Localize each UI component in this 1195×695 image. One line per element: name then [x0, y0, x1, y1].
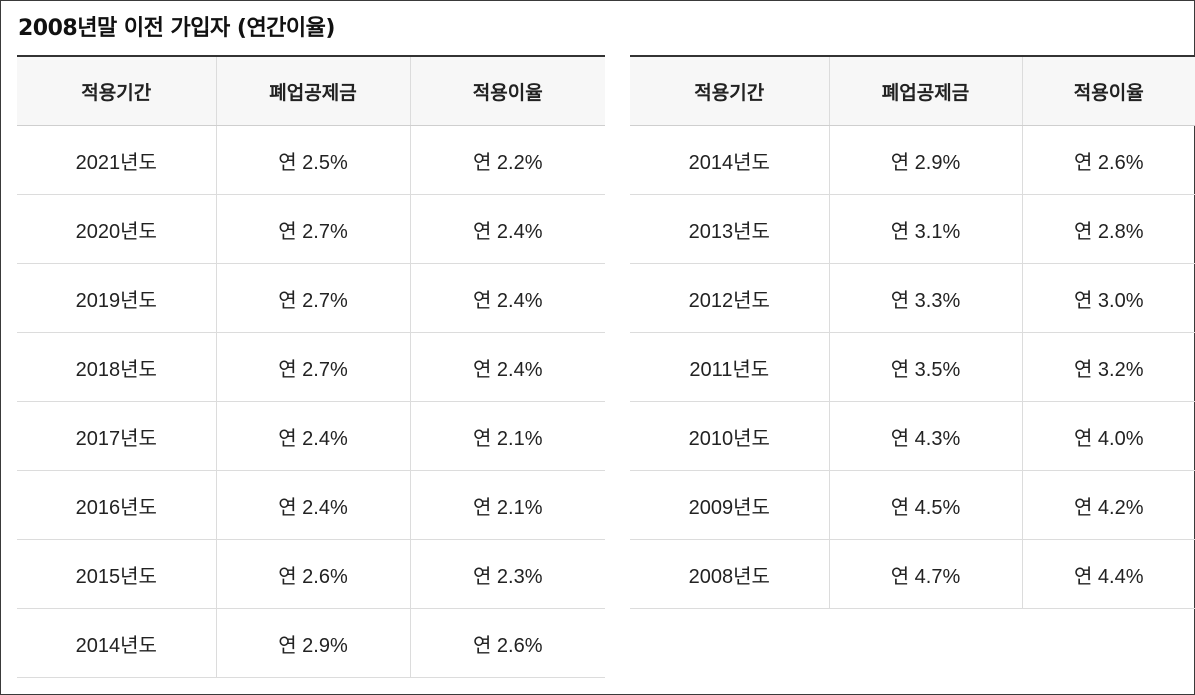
table-row: 2010년도 연 4.3% 연 4.0%: [630, 401, 1195, 471]
cell-applied-rate: 연 2.1%: [410, 401, 605, 471]
table-row: 2018년도 연 2.7% 연 2.4%: [17, 332, 605, 402]
cell-period: 2020년도: [17, 194, 217, 264]
cell-period: 2009년도: [630, 470, 830, 540]
header-applied-rate: 적용이율: [1022, 56, 1195, 126]
cell-applied-rate: 연 2.3%: [410, 539, 605, 609]
cell-closure-benefit: 연 2.6%: [216, 539, 411, 609]
cell-closure-benefit: 연 4.5%: [829, 470, 1023, 540]
table-row: 2019년도 연 2.7% 연 2.4%: [17, 263, 605, 333]
table-row: 2009년도 연 4.5% 연 4.2%: [630, 470, 1195, 540]
cell-period: 2014년도: [17, 608, 217, 678]
page-title: 2008년말 이전 가입자 (연간이율): [18, 16, 335, 41]
cell-period: 2010년도: [630, 401, 830, 471]
header-applied-rate: 적용이율: [410, 56, 605, 126]
header-closure-benefit: 폐업공제금: [216, 56, 411, 126]
table-row: 2012년도 연 3.3% 연 3.0%: [630, 263, 1195, 333]
cell-closure-benefit: 연 2.7%: [216, 194, 411, 264]
table-header-row: 적용기간 폐업공제금 적용이율: [630, 56, 1195, 126]
cell-applied-rate: 연 2.4%: [410, 263, 605, 333]
table-row: 2021년도 연 2.5% 연 2.2%: [17, 125, 605, 195]
table-row: 2016년도 연 2.4% 연 2.1%: [17, 470, 605, 540]
table-row: 2014년도 연 2.9% 연 2.6%: [630, 125, 1195, 195]
cell-applied-rate: 연 2.4%: [410, 194, 605, 264]
cell-period: 2013년도: [630, 194, 830, 264]
cell-closure-benefit: 연 2.7%: [216, 263, 411, 333]
table-row: 2014년도 연 2.9% 연 2.6%: [17, 608, 605, 678]
table-row: 2015년도 연 2.6% 연 2.3%: [17, 539, 605, 609]
table-row: 2011년도 연 3.5% 연 3.2%: [630, 332, 1195, 402]
cell-closure-benefit: 연 3.5%: [829, 332, 1023, 402]
cell-applied-rate: 연 2.1%: [410, 470, 605, 540]
header-period: 적용기간: [17, 56, 217, 126]
table-row: 2017년도 연 2.4% 연 2.1%: [17, 401, 605, 471]
cell-period: 2016년도: [17, 470, 217, 540]
cell-period: 2019년도: [17, 263, 217, 333]
cell-period: 2014년도: [630, 125, 830, 195]
cell-applied-rate: 연 4.4%: [1022, 539, 1195, 609]
cell-applied-rate: 연 2.6%: [410, 608, 605, 678]
cell-closure-benefit: 연 3.3%: [829, 263, 1023, 333]
cell-applied-rate: 연 3.0%: [1022, 263, 1195, 333]
cell-period: 2012년도: [630, 263, 830, 333]
header-closure-benefit: 폐업공제금: [829, 56, 1023, 126]
table-row: 2020년도 연 2.7% 연 2.4%: [17, 194, 605, 264]
cell-period: 2011년도: [630, 332, 830, 402]
table-header-row: 적용기간 폐업공제금 적용이율: [17, 56, 605, 126]
cell-applied-rate: 연 2.8%: [1022, 194, 1195, 264]
cell-closure-benefit: 연 2.9%: [216, 608, 411, 678]
cell-applied-rate: 연 4.0%: [1022, 401, 1195, 471]
header-period: 적용기간: [630, 56, 830, 126]
cell-closure-benefit: 연 2.4%: [216, 401, 411, 471]
cell-period: 2015년도: [17, 539, 217, 609]
cell-applied-rate: 연 2.4%: [410, 332, 605, 402]
table-row: 2013년도 연 3.1% 연 2.8%: [630, 194, 1195, 264]
cell-closure-benefit: 연 2.5%: [216, 125, 411, 195]
cell-applied-rate: 연 2.6%: [1022, 125, 1195, 195]
cell-closure-benefit: 연 4.3%: [829, 401, 1023, 471]
cell-closure-benefit: 연 4.7%: [829, 539, 1023, 609]
cell-closure-benefit: 연 2.7%: [216, 332, 411, 402]
rate-table-right: 적용기간 폐업공제금 적용이율 2014년도 연 2.9% 연 2.6% 2013년도…: [630, 55, 1195, 609]
cell-applied-rate: 연 2.2%: [410, 125, 605, 195]
cell-closure-benefit: 연 2.4%: [216, 470, 411, 540]
cell-closure-benefit: 연 2.9%: [829, 125, 1023, 195]
cell-applied-rate: 연 3.2%: [1022, 332, 1195, 402]
rate-table-left: 적용기간 폐업공제금 적용이율 2021년도 연 2.5% 연 2.2% 2020년도…: [17, 55, 605, 678]
cell-applied-rate: 연 4.2%: [1022, 470, 1195, 540]
table-row: 2008년도 연 4.7% 연 4.4%: [630, 539, 1195, 609]
cell-period: 2008년도: [630, 539, 830, 609]
cell-period: 2018년도: [17, 332, 217, 402]
cell-period: 2021년도: [17, 125, 217, 195]
cell-closure-benefit: 연 3.1%: [829, 194, 1023, 264]
cell-period: 2017년도: [17, 401, 217, 471]
